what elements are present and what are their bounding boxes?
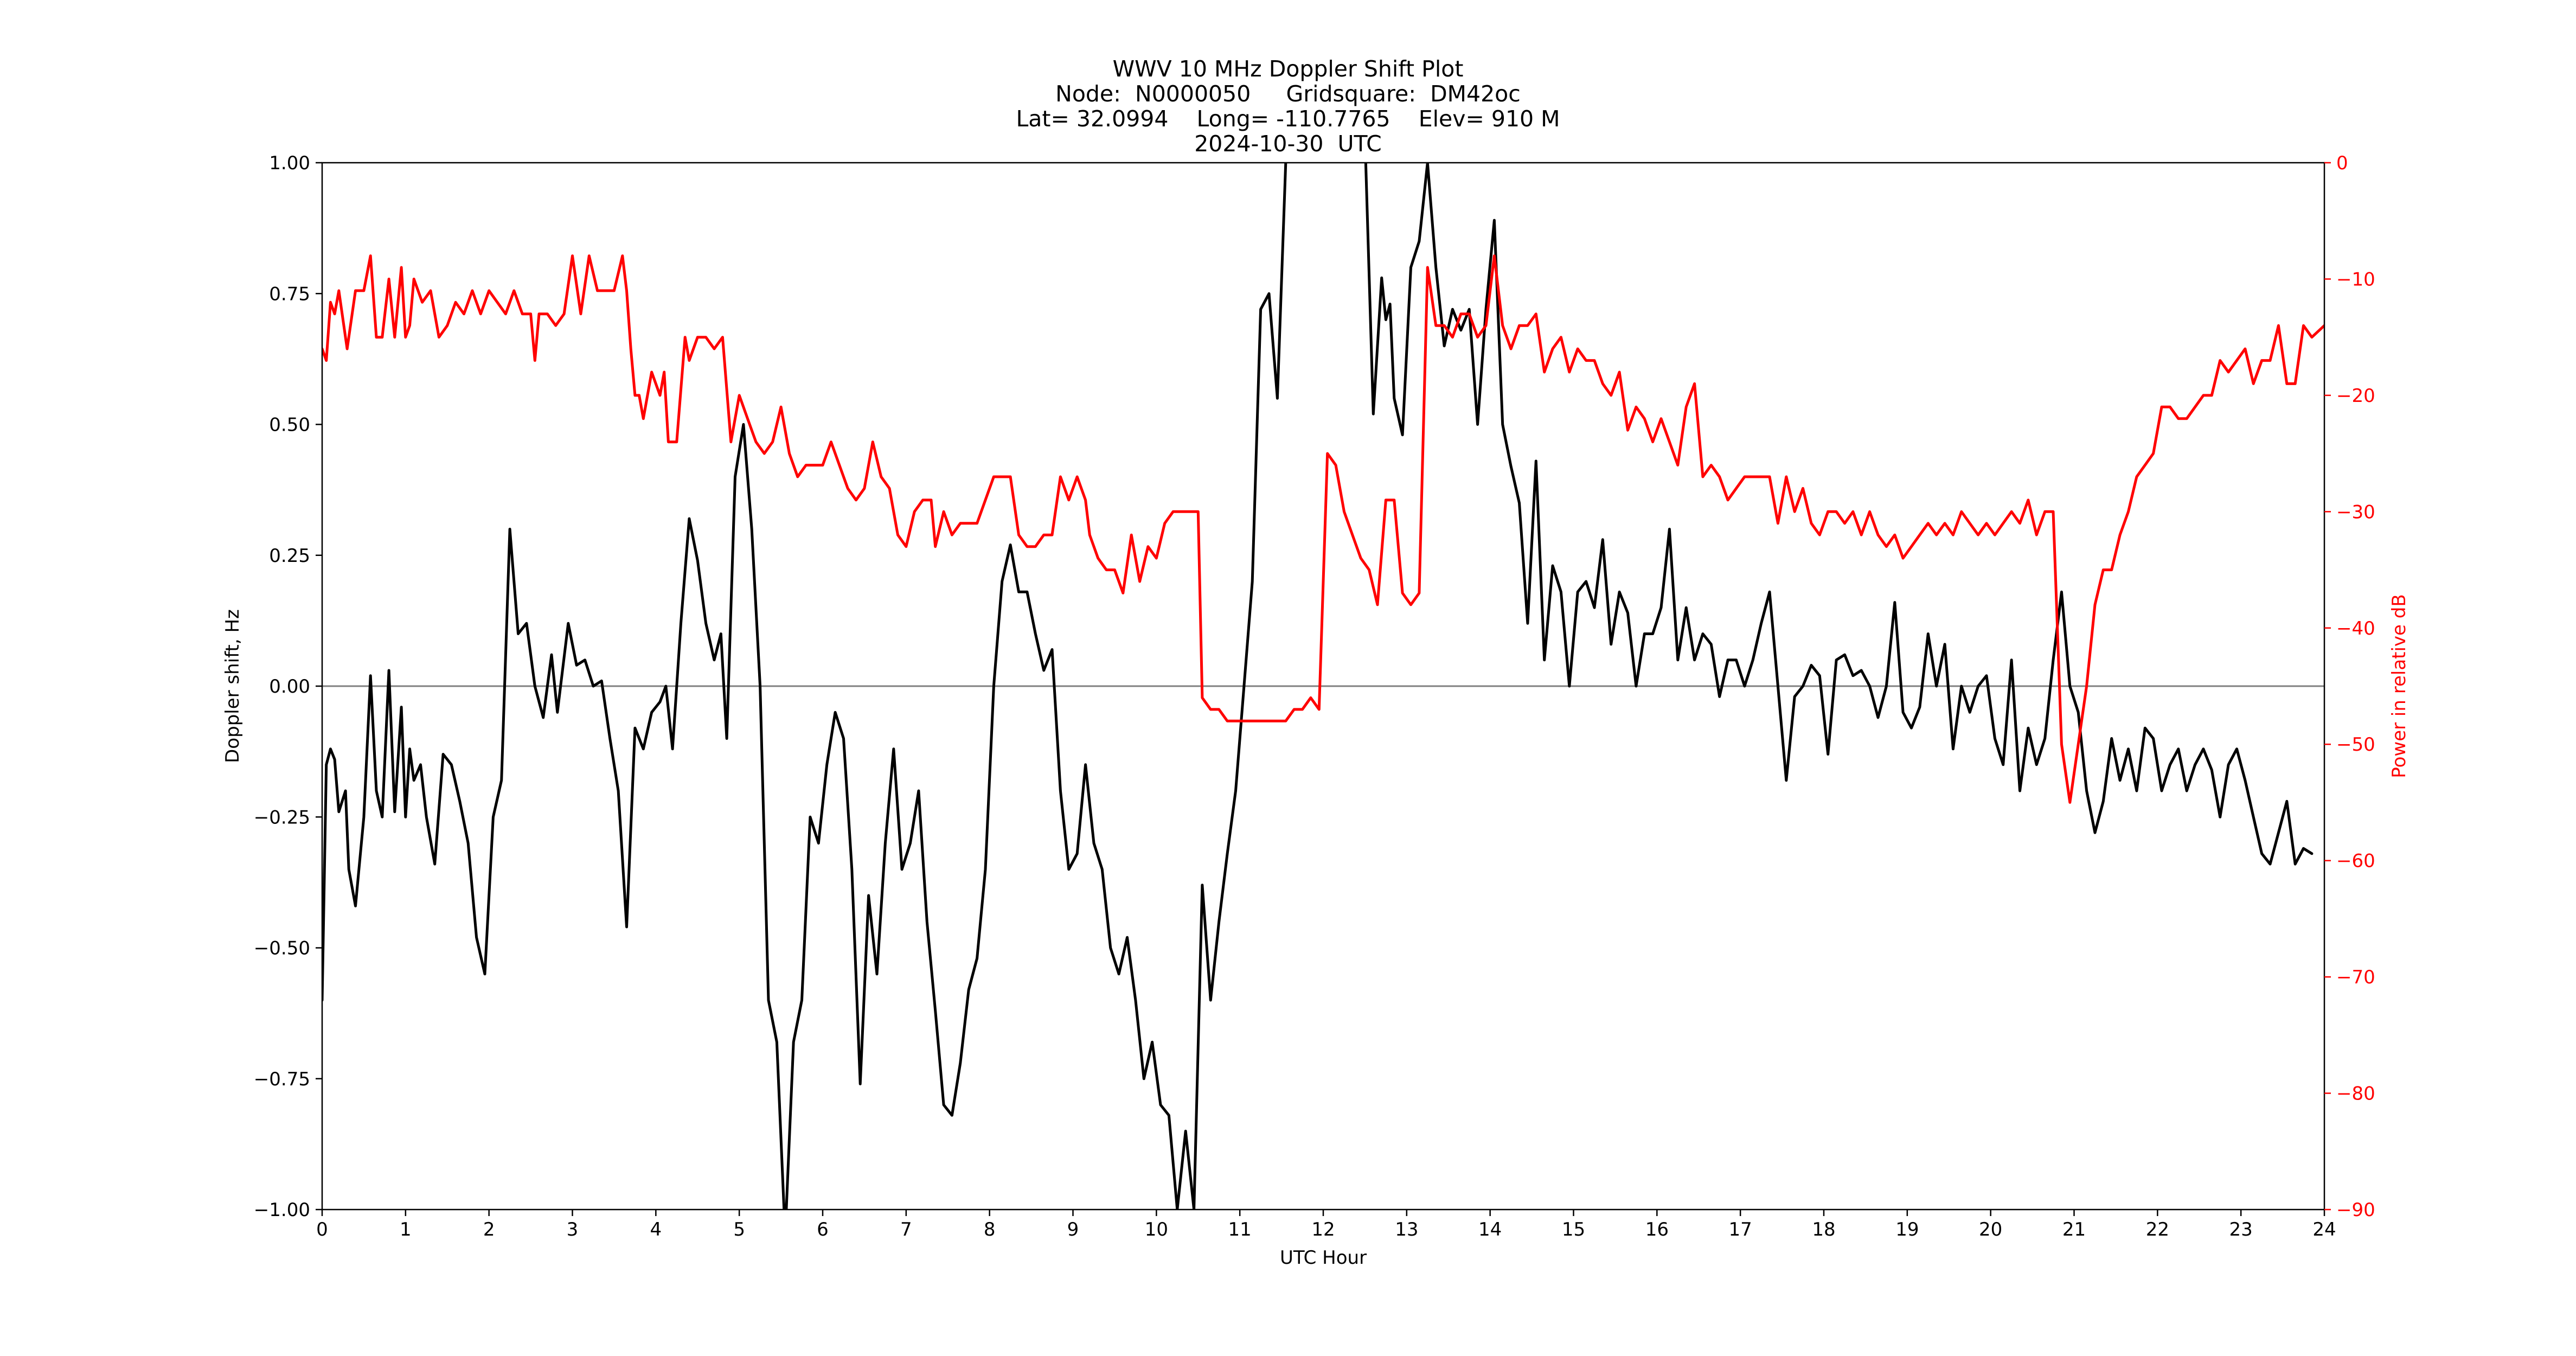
right-y-tick-label: −50 [2336, 734, 2375, 756]
right-y-tick-label: −60 [2336, 850, 2375, 872]
right-y-tick-label: −90 [2336, 1199, 2375, 1221]
right-y-tick-label: −20 [2336, 385, 2375, 407]
x-tick-label: 9 [1067, 1219, 1079, 1240]
chart-title-line-4: 2024-10-30 UTC [1194, 131, 1382, 157]
left-y-tick-label: 0.75 [269, 283, 310, 305]
x-tick-label: 10 [1145, 1219, 1168, 1240]
doppler-shift-line [322, 163, 2314, 1210]
x-tick-label: 14 [1478, 1219, 1502, 1240]
x-tick-label: 22 [2146, 1219, 2169, 1240]
left-y-tick-label: 0.00 [269, 676, 310, 698]
right-y-tick-label: −80 [2336, 1083, 2375, 1105]
x-tick-label: 5 [733, 1219, 745, 1240]
right-y-tick-label: −10 [2336, 268, 2375, 290]
x-tick-label: 4 [650, 1219, 662, 1240]
left-y-tick-label: 1.00 [269, 152, 310, 174]
chart-title-line-3: Lat= 32.0994 Long= -110.7765 Elev= 910 M [1016, 106, 1560, 132]
power-line [322, 254, 2324, 804]
x-tick-label: 19 [1895, 1219, 1919, 1240]
right-y-tick-label: 0 [2336, 152, 2348, 174]
right-y-tick-label: −30 [2336, 501, 2375, 523]
left-y-tick-label: 0.25 [269, 545, 310, 567]
x-tick-label: 18 [1812, 1219, 1835, 1240]
tick-layer: 0 1 2 3 4 5 6 7 8 9 10 11 12 13 14 15 16 17 18 19 20 21 22 23 24… [254, 152, 2375, 1240]
x-tick-label: 1 [400, 1219, 412, 1240]
series-layer [322, 163, 2324, 1210]
left-y-tick-label: −0.75 [254, 1069, 310, 1090]
left-y-tick-label: −0.50 [254, 938, 310, 960]
x-tick-label: 12 [1311, 1219, 1335, 1240]
x-axis-label: UTC Hour [1280, 1247, 1367, 1269]
x-tick-label: 20 [1979, 1219, 2002, 1240]
x-tick-label: 11 [1228, 1219, 1252, 1240]
right-y-tick-label: −40 [2336, 618, 2375, 639]
left-y-tick-label: −1.00 [254, 1199, 310, 1221]
x-tick-label: 13 [1395, 1219, 1418, 1240]
x-tick-label: 6 [817, 1219, 829, 1240]
left-y-axis-label: Doppler shift, Hz [222, 609, 243, 763]
left-y-tick-label: 0.50 [269, 414, 310, 436]
x-tick-label: 17 [1729, 1219, 1752, 1240]
x-tick-label: 8 [984, 1219, 996, 1240]
x-tick-label: 24 [2312, 1219, 2336, 1240]
left-y-tick-label: −0.25 [254, 807, 310, 828]
chart-title-line-1: WWV 10 MHz Doppler Shift Plot [1112, 56, 1464, 82]
x-tick-label: 0 [316, 1219, 328, 1240]
chart-title-line-2: Node: N0000050 Gridsquare: DM42oc [1055, 81, 1521, 107]
right-y-axis-label: Power in relative dB [2388, 594, 2410, 778]
x-tick-label: 3 [567, 1219, 579, 1240]
x-tick-label: 2 [483, 1219, 495, 1240]
right-y-tick-label: −70 [2336, 967, 2375, 988]
x-tick-label: 15 [1562, 1219, 1585, 1240]
x-tick-label: 16 [1645, 1219, 1669, 1240]
x-tick-label: 7 [900, 1219, 912, 1240]
x-tick-label: 23 [2229, 1219, 2253, 1240]
x-tick-label: 21 [2062, 1219, 2086, 1240]
